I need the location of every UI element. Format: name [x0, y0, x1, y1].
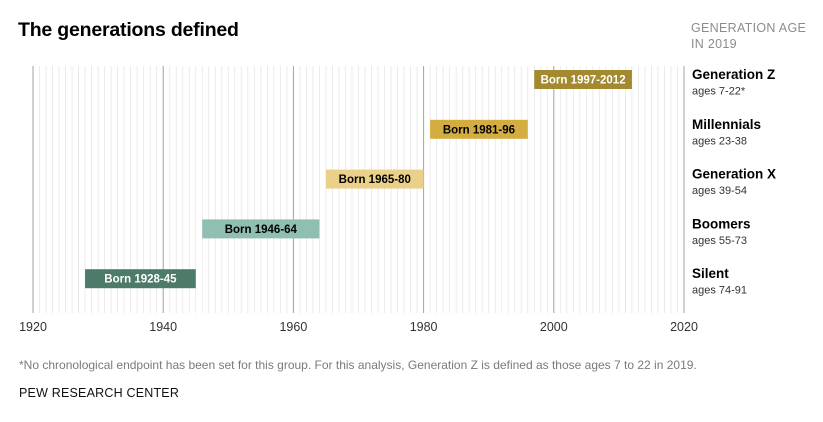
x-tick-label: 1920 [19, 320, 47, 334]
generation-bar [85, 269, 196, 289]
generation-labels: Generation Z ages 7-22* Millennials ages 23… [692, 67, 776, 297]
generation-name: Boomers [692, 216, 751, 231]
generation-ages: ages 74-91 [692, 285, 747, 297]
footnote: *No chronological endpoint has been set … [19, 358, 697, 372]
generation-ages: ages 23-38 [692, 135, 747, 147]
generation-bar [430, 119, 528, 139]
bar-label: Born 1997-2012 [541, 75, 626, 87]
x-tick-label: 2020 [670, 320, 698, 334]
x-axis-ticks: 1920 1940 1960 1980 2000 2020 [19, 320, 698, 334]
generation-bars: Born 1997-2012 Born 1981-96 Born 1965-80 Bo… [85, 70, 632, 289]
x-tick-label: 1940 [149, 320, 177, 334]
bar-label: Born 1981-96 [443, 124, 515, 136]
generation-bar [534, 70, 632, 89]
bar-label: Born 1928-45 [104, 274, 177, 286]
chart-title: The generations defined [18, 19, 239, 41]
bar-label: Born 1946-64 [225, 224, 298, 236]
generations-chart: Born 1997-2012 Born 1981-96 Born 1965-80 Bo… [19, 66, 776, 334]
generation-name: Generation Z [692, 67, 775, 82]
generation-name: Generation X [692, 167, 776, 182]
generation-bar [325, 169, 424, 189]
generation-name: Millennials [692, 117, 761, 132]
generation-ages: ages 39-54 [692, 185, 747, 197]
generation-bar [202, 219, 320, 239]
generation-name: Silent [692, 266, 729, 281]
generation-ages: ages 7-22* [692, 86, 746, 98]
x-tick-label: 2000 [540, 320, 568, 334]
source-credit: PEW RESEARCH CENTER [19, 386, 180, 400]
bar-label: Born 1965-80 [339, 174, 411, 186]
legend-header: GENERATION AGE IN 2019 [691, 21, 807, 51]
generation-ages: ages 55-73 [692, 235, 747, 247]
x-tick-label: 1980 [410, 320, 438, 334]
x-tick-label: 1960 [279, 320, 307, 334]
